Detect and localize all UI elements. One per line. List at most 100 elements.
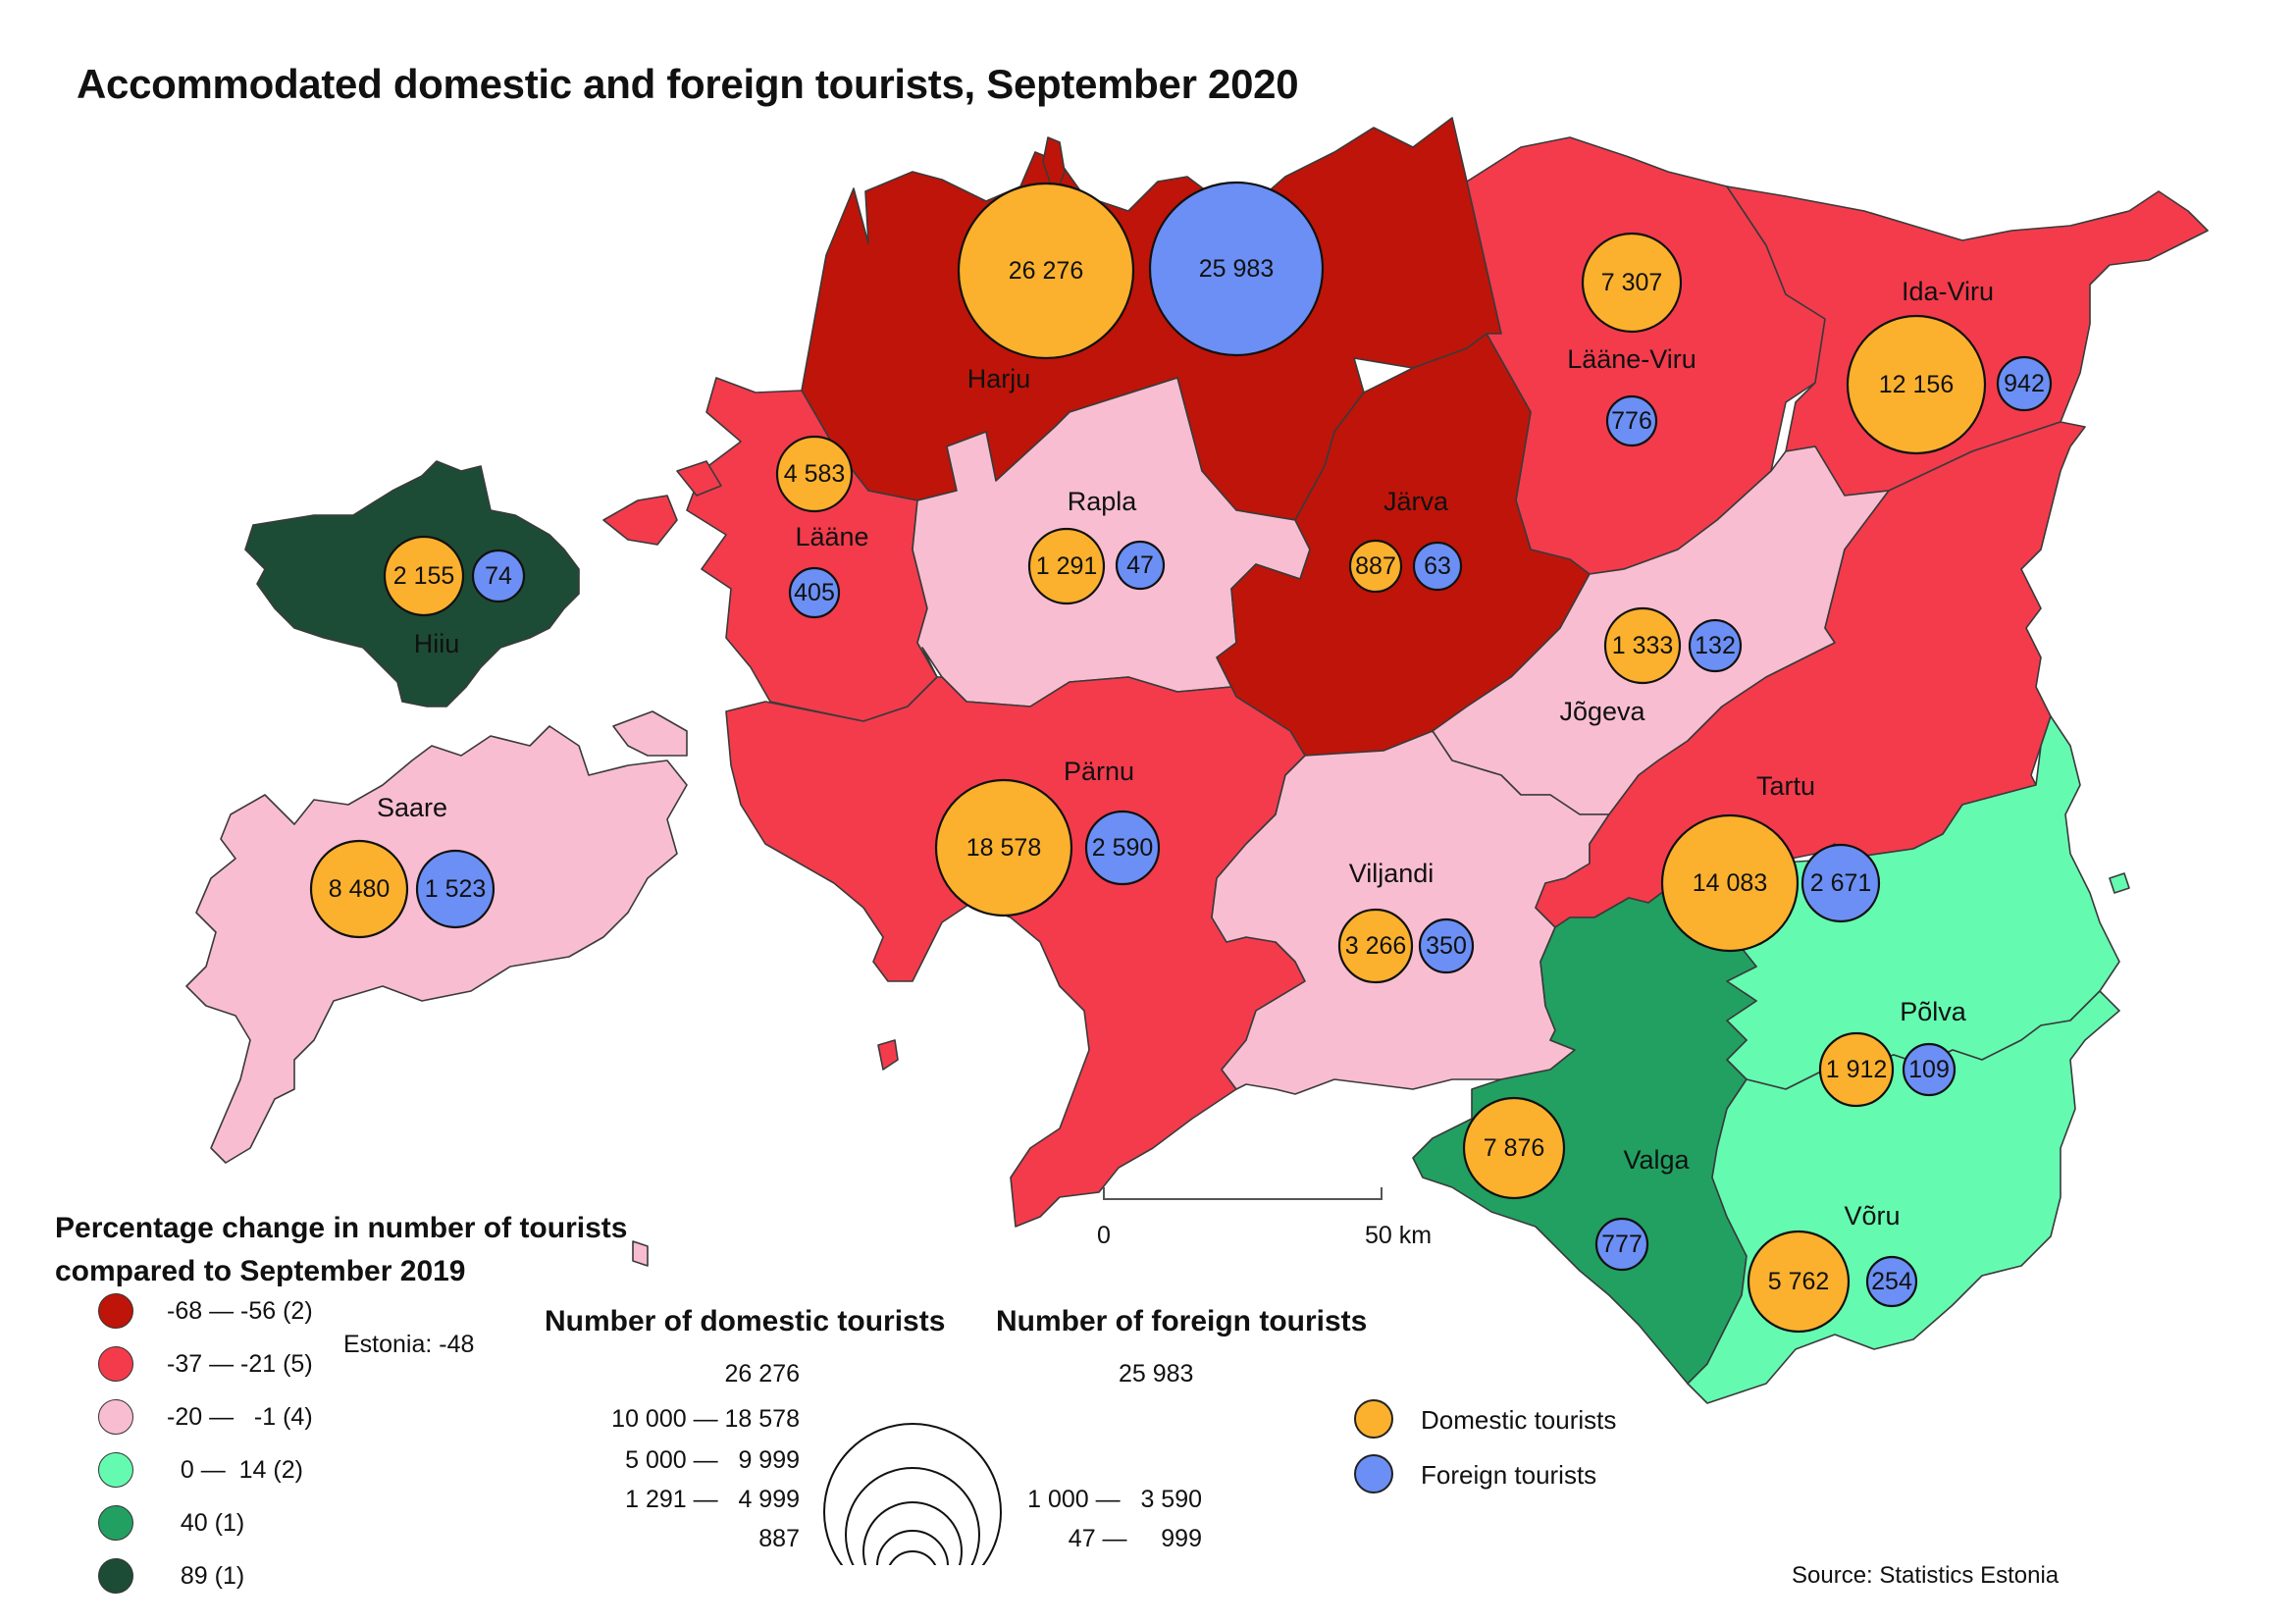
bubble-voru-domestic[interactable]: 5 762 (1747, 1230, 1851, 1334)
region-viljandi[interactable] (1211, 730, 1610, 1095)
estonia-total-note: Estonia: -48 (343, 1331, 475, 1358)
county-label-jogeva: Jõgeva (1559, 697, 1645, 726)
bubble-tartu-domestic[interactable]: 14 083 (1660, 813, 1800, 953)
legend-swatch (98, 1293, 133, 1329)
svg-text:14 083: 14 083 (1693, 869, 1767, 897)
foreign-dot-icon (1354, 1454, 1393, 1493)
svg-text:1 523: 1 523 (425, 875, 487, 903)
county-label-voru: Võru (1844, 1201, 1900, 1231)
bubble-parnu-foreign[interactable]: 2 590 (1084, 810, 1161, 886)
region-parnu[interactable] (725, 676, 1306, 1228)
bubble-jogeva-domestic[interactable]: 1 333 (1603, 606, 1682, 685)
county-label-polva: Põlva (1900, 997, 1967, 1026)
county-label-tartu: Tartu (1756, 771, 1815, 801)
foreign-size-label: 25 983 (1119, 1360, 1194, 1388)
domestic-size-label: 887 (758, 1525, 800, 1552)
legend-domestic-label: Domestic tourists (1421, 1405, 1617, 1435)
county-label-viljandi: Viljandi (1349, 859, 1435, 888)
bubble-hiiu-domestic[interactable]: 2 155 (383, 535, 465, 617)
bubble-viljandi-domestic[interactable]: 3 266 (1337, 908, 1414, 984)
svg-text:2 155: 2 155 (393, 562, 455, 590)
svg-text:2 590: 2 590 (1092, 834, 1154, 862)
bubble-laane-domestic[interactable]: 4 583 (775, 435, 854, 513)
region-saare[interactable] (185, 725, 688, 1164)
county-label-rapla: Rapla (1068, 487, 1138, 516)
legend-class-row: 0 — 14 (2) (98, 1452, 353, 1492)
bubble-saare-foreign[interactable]: 1 523 (415, 849, 496, 929)
legend-class-row: 89 (1) (98, 1558, 353, 1598)
bubble-jarva-foreign[interactable]: 63 (1412, 541, 1463, 592)
bubble-voru-foreign[interactable]: 254 (1865, 1255, 1918, 1308)
bubble-laane-viru-foreign[interactable]: 776 (1605, 394, 1658, 447)
svg-text:776: 776 (1611, 407, 1652, 435)
region-laane-islet (602, 495, 678, 546)
svg-text:1 333: 1 333 (1612, 632, 1674, 659)
bubble-polva-foreign[interactable]: 109 (1902, 1042, 1957, 1097)
svg-text:1 912: 1 912 (1826, 1056, 1888, 1083)
county-label-ida-viru: Ida-Viru (1902, 277, 1994, 306)
county-label-harju: Harju (967, 364, 1031, 393)
svg-text:63: 63 (1424, 552, 1451, 580)
bubble-saare-domestic[interactable]: 8 480 (309, 839, 409, 939)
svg-text:18 578: 18 578 (966, 834, 1041, 862)
bubble-viljandi-foreign[interactable]: 350 (1418, 917, 1475, 974)
bubble-hiiu-foreign[interactable]: 74 (471, 549, 526, 603)
svg-text:254: 254 (1871, 1268, 1912, 1295)
region-laane-islet-2 (676, 460, 722, 497)
svg-text:2 671: 2 671 (1810, 869, 1872, 897)
bubble-laane-foreign[interactable]: 405 (788, 566, 841, 619)
legend-class-label: -37 — -21 (5) (167, 1350, 313, 1378)
domestic-dot-icon (1354, 1399, 1393, 1439)
bubble-parnu-domestic[interactable]: 18 578 (934, 778, 1073, 917)
region-saare-islet-2 (632, 1240, 649, 1267)
legend-title: Percentage change in number of tourists … (55, 1212, 628, 1287)
bubble-valga-foreign[interactable]: 777 (1594, 1217, 1649, 1272)
svg-text:405: 405 (794, 579, 835, 606)
legend-swatch (98, 1346, 133, 1382)
bubble-jarva-domestic[interactable]: 887 (1348, 539, 1403, 594)
svg-text:26 276: 26 276 (1009, 257, 1083, 285)
bubble-jogeva-foreign[interactable]: 132 (1688, 618, 1743, 673)
bubble-rapla-foreign[interactable]: 47 (1115, 540, 1166, 591)
legend-swatch (98, 1452, 133, 1488)
size-circle (823, 1423, 1002, 1565)
foreign-size-label: 1 000 — 3 590 (1027, 1486, 1202, 1513)
tourist-bubbles: 26 276 25 983 7 307 776 12 156 942 4 583… (309, 181, 2053, 1334)
svg-text:132: 132 (1695, 632, 1736, 659)
legend-swatch (98, 1399, 133, 1435)
county-label-hiiu: Hiiu (414, 629, 460, 658)
bubble-valga-domestic[interactable]: 7 876 (1462, 1096, 1566, 1200)
svg-text:47: 47 (1126, 551, 1154, 579)
legend-class-row: -68 — -56 (2) (98, 1293, 353, 1333)
svg-text:74: 74 (485, 562, 512, 590)
svg-text:4 583: 4 583 (784, 460, 846, 488)
svg-text:350: 350 (1426, 932, 1467, 960)
bubble-rapla-domestic[interactable]: 1 291 (1027, 527, 1106, 605)
domestic-size-label: 26 276 (724, 1360, 800, 1388)
svg-text:887: 887 (1355, 552, 1396, 580)
county-label-laane: Lääne (795, 522, 868, 551)
county-label-parnu: Pärnu (1064, 757, 1134, 786)
legend-swatch (98, 1505, 133, 1541)
region-parnu-islet (877, 1039, 899, 1071)
bubble-ida-viru-domestic[interactable]: 12 156 (1846, 314, 1987, 455)
svg-text:777: 777 (1601, 1231, 1643, 1258)
bubble-tartu-foreign[interactable]: 2 671 (1800, 843, 1881, 923)
svg-text:109: 109 (1908, 1056, 1950, 1083)
legend-class-row: -20 — -1 (4) (98, 1399, 353, 1439)
bubble-harju-foreign[interactable]: 25 983 (1148, 181, 1325, 357)
source-note: Source: Statistics Estonia (1792, 1562, 2060, 1589)
svg-text:8 480: 8 480 (329, 875, 391, 903)
scale-bar-right-label: 50 km (1365, 1222, 1432, 1249)
map-title: Accommodated domestic and foreign touris… (77, 61, 1299, 107)
legend-swatch (98, 1558, 133, 1594)
bubble-ida-viru-foreign[interactable]: 942 (1996, 355, 2053, 412)
legend-foreign-label: Foreign tourists (1421, 1460, 1597, 1490)
bubble-polva-domestic[interactable]: 1 912 (1818, 1031, 1895, 1108)
size-legend-circles (823, 1423, 1002, 1565)
svg-text:1 291: 1 291 (1036, 552, 1098, 580)
domestic-size-label: 5 000 — 9 999 (625, 1446, 800, 1474)
bubble-harju-domestic[interactable]: 26 276 (957, 182, 1135, 360)
bubble-laane-viru-domestic[interactable]: 7 307 (1581, 232, 1683, 334)
